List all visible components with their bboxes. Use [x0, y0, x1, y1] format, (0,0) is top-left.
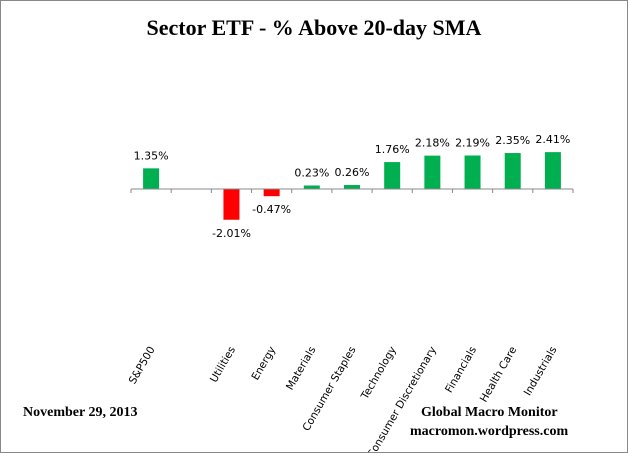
- bar: [384, 162, 401, 189]
- chart-title: Sector ETF - % Above 20-day SMA: [146, 15, 482, 40]
- category-label: Materials: [284, 345, 318, 393]
- source-url: macromon.wordpress.com: [410, 424, 569, 439]
- data-label: 2.35%: [495, 134, 530, 147]
- bar: [223, 189, 240, 220]
- bar: [424, 155, 441, 189]
- category-label: Utilities: [208, 345, 238, 385]
- category-label: Financials: [443, 345, 479, 396]
- data-label: -2.01%: [212, 227, 251, 240]
- data-label: 0.23%: [294, 166, 329, 179]
- category-label: Energy: [249, 345, 278, 383]
- category-label: Technology: [358, 345, 398, 403]
- bar: [504, 153, 521, 189]
- bar: [263, 189, 280, 197]
- data-label: 0.26%: [335, 166, 370, 179]
- bar: [143, 168, 160, 189]
- data-label: 1.76%: [375, 143, 410, 156]
- data-label: 2.41%: [535, 133, 570, 146]
- source-name: Global Macro Monitor: [421, 405, 558, 420]
- data-label: -0.47%: [252, 203, 291, 216]
- bar: [344, 185, 360, 189]
- data-label: 2.19%: [455, 136, 490, 149]
- category-label: Health Care: [478, 345, 519, 405]
- data-label: 2.18%: [415, 137, 450, 150]
- bar: [303, 185, 320, 189]
- category-label: S&P500: [127, 345, 158, 387]
- date-label: November 29, 2013: [23, 405, 138, 420]
- bar: [544, 152, 561, 189]
- data-label: 1.35%: [134, 149, 169, 162]
- category-label: Industrials: [522, 345, 560, 398]
- bar: [464, 155, 481, 189]
